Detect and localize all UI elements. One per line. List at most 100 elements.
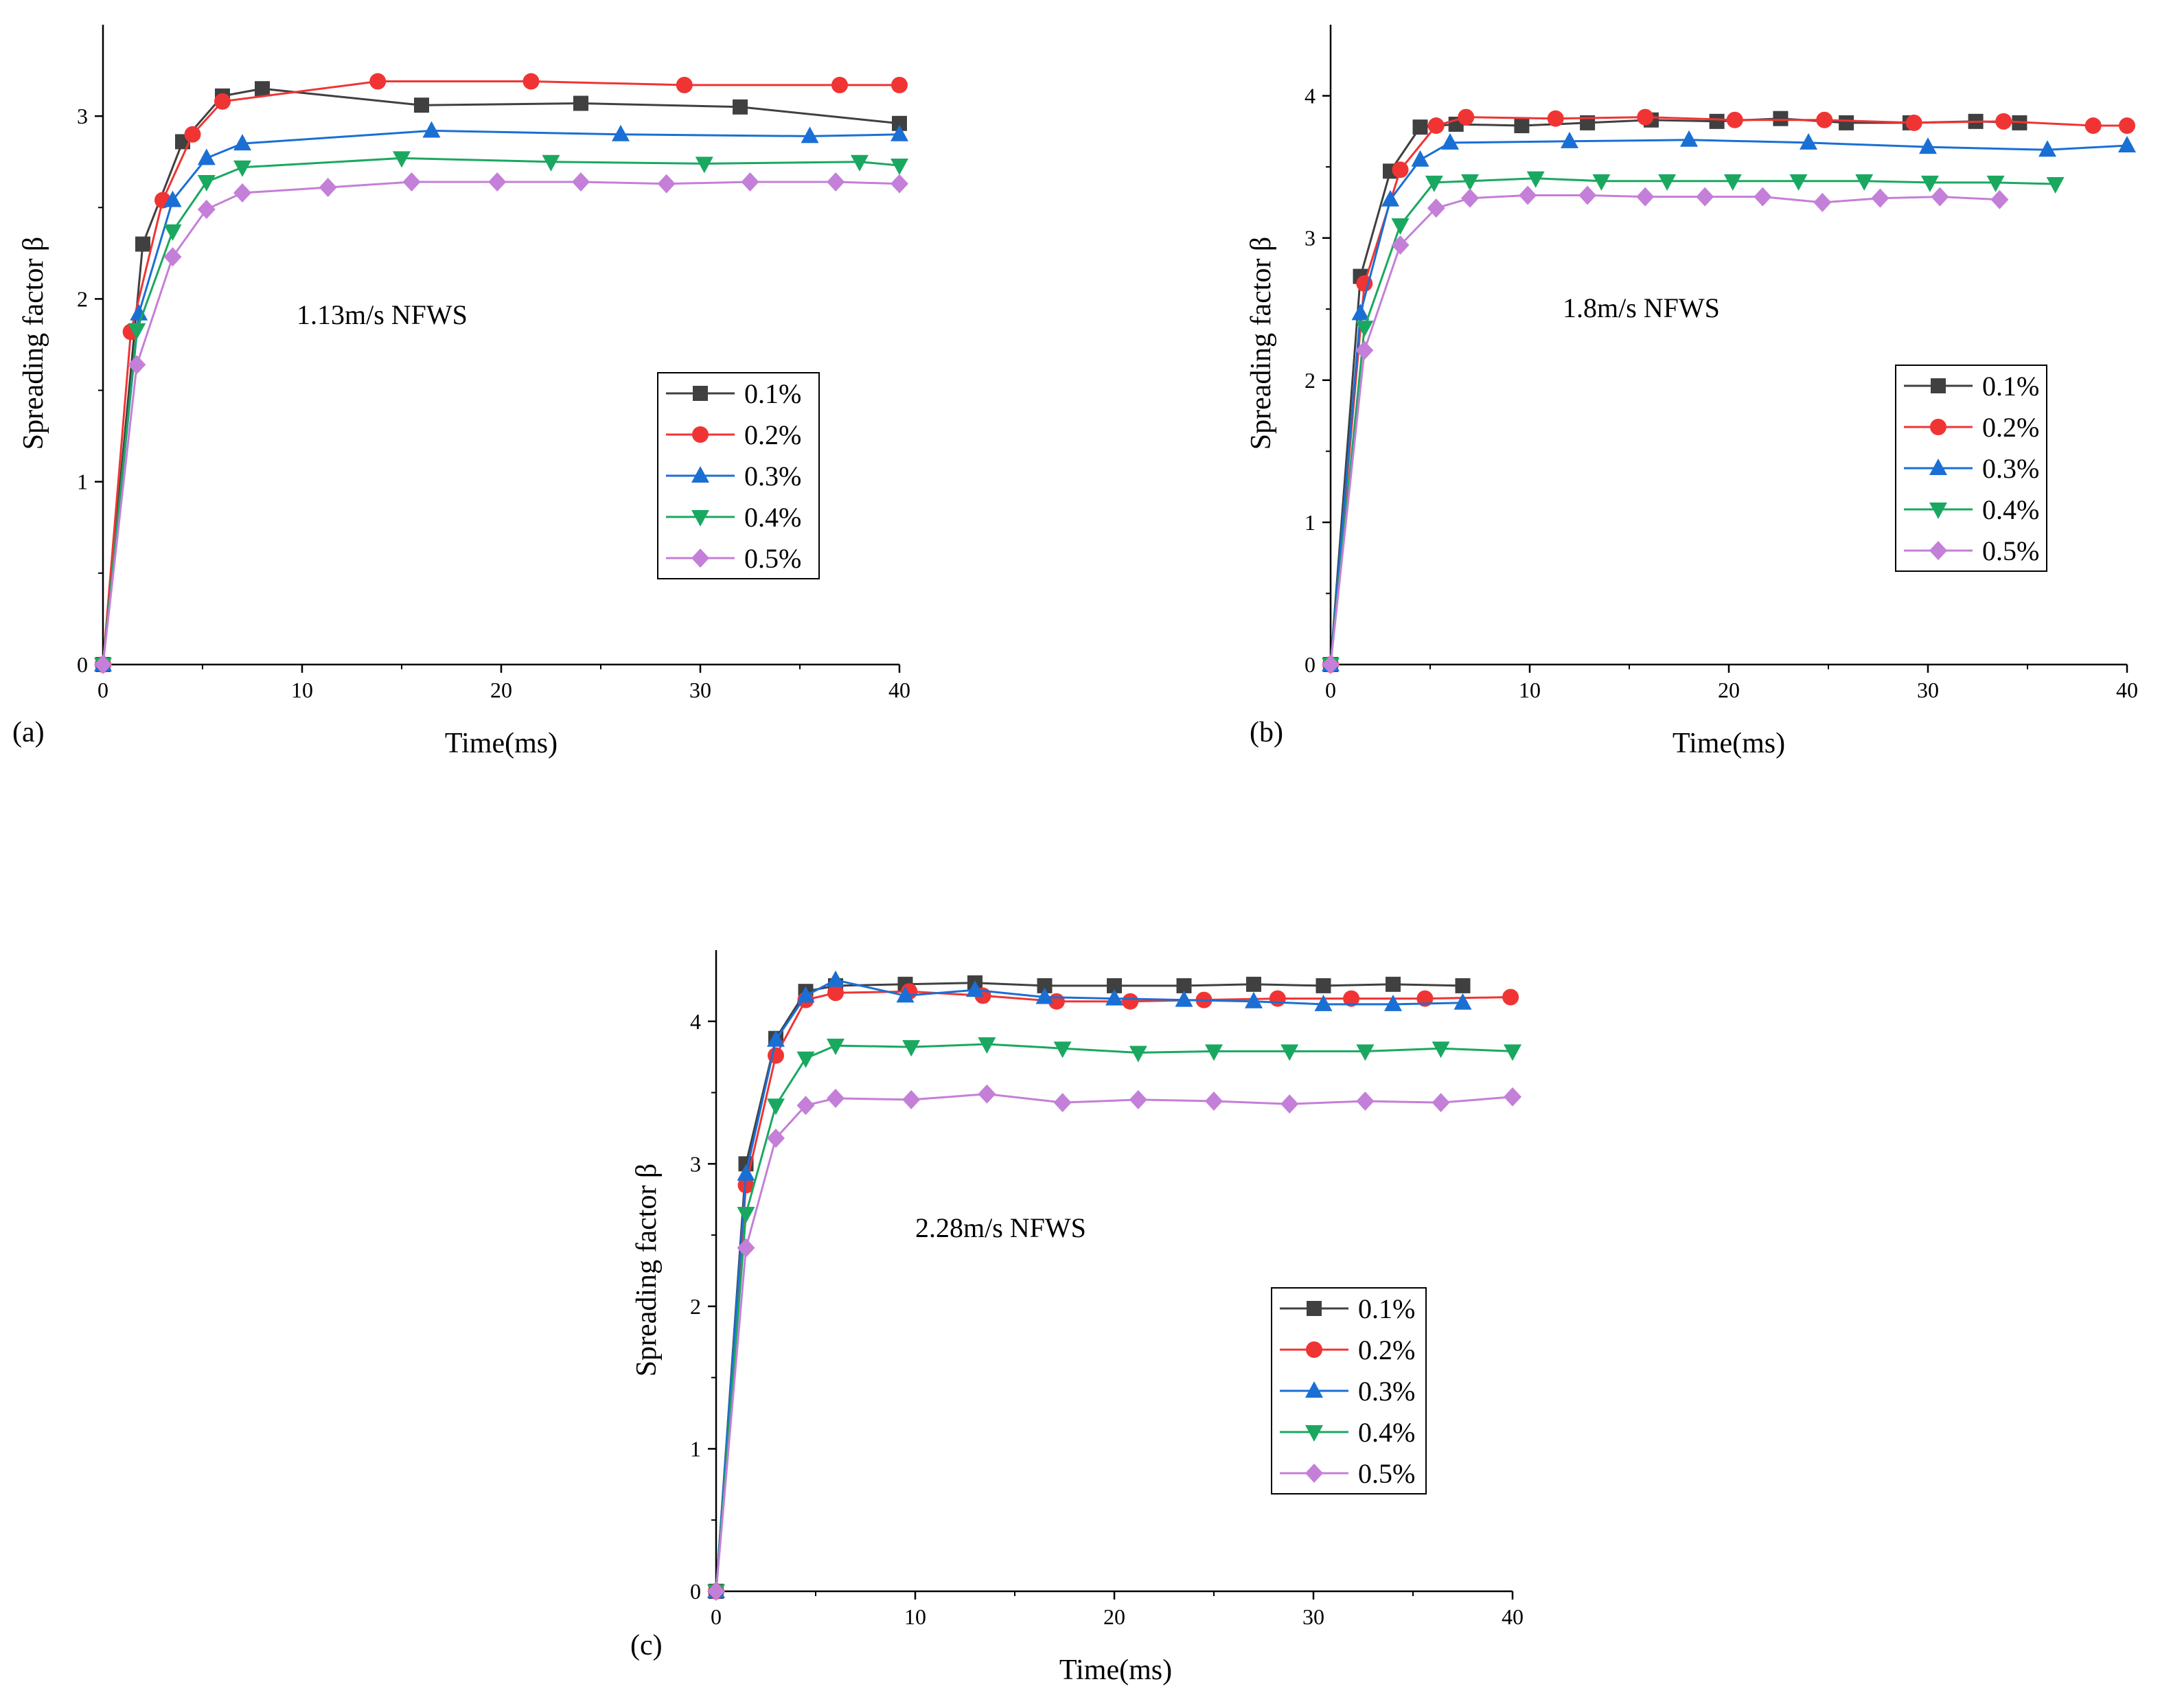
data-point <box>1355 341 1374 360</box>
legend-item: 0.4% <box>666 502 801 533</box>
data-point <box>1461 174 1479 191</box>
x-tick-label: 10 <box>291 678 313 702</box>
x-tick-label: 40 <box>888 678 910 702</box>
data-point <box>197 148 216 165</box>
data-point <box>184 126 201 143</box>
data-point <box>488 172 507 192</box>
legend-marker <box>693 386 708 401</box>
data-point <box>1246 976 1261 992</box>
data-point <box>1813 192 1832 212</box>
data-point <box>892 115 907 131</box>
data-point <box>1412 119 1428 135</box>
data-point <box>1053 1093 1072 1113</box>
data-point <box>1122 993 1139 1010</box>
y-tick-label: 1 <box>1305 510 1315 535</box>
data-point <box>978 1037 996 1054</box>
data-point <box>1636 187 1655 207</box>
data-point <box>1356 1092 1375 1111</box>
x-tick-label: 40 <box>1502 1604 1524 1629</box>
data-point <box>197 175 216 192</box>
panel-label: (b) <box>1250 717 1283 748</box>
legend-frame <box>1271 1287 1427 1494</box>
data-point <box>1245 991 1263 1008</box>
data-point <box>1504 1044 1521 1061</box>
data-point <box>891 124 908 141</box>
legend-label: 0.2% <box>1982 412 2039 443</box>
legend-item: 0.5% <box>1280 1458 1415 1489</box>
data-point <box>197 199 216 219</box>
legend-label: 0.5% <box>1358 1458 1415 1489</box>
legend-item: 0.5% <box>666 543 801 574</box>
series-0.2% <box>1322 108 2135 673</box>
data-point <box>827 1039 845 1056</box>
legend-marker <box>691 510 709 527</box>
y-tick-label: 0 <box>1305 652 1315 677</box>
data-point <box>1315 978 1331 993</box>
data-point <box>1455 978 1471 993</box>
legend-label: 0.2% <box>744 419 801 450</box>
legend-marker <box>691 466 709 483</box>
y-axis-title: Spreading factor β <box>1245 237 1277 450</box>
data-point <box>1986 175 2005 192</box>
data-point <box>1990 189 2009 209</box>
chart-panel-3: 0 10 20 30 40 0 1 2 3 4 Time(ms) Spreading factor β… <box>630 950 1524 1686</box>
series-0.1% <box>95 81 907 672</box>
data-point <box>707 1582 725 1601</box>
data-point <box>741 172 759 192</box>
data-point <box>319 177 337 197</box>
data-point <box>1709 113 1725 129</box>
legend-item: 0.2% <box>1280 1335 1415 1365</box>
data-point <box>1035 987 1054 1004</box>
x-tick-label: 30 <box>1917 678 1939 702</box>
data-point <box>902 1089 921 1109</box>
chart-annotation: 1.8m/s NFWS <box>1563 292 1720 323</box>
legend-marker <box>1929 541 1947 560</box>
series-0.5% <box>94 172 908 674</box>
y-tick-label: 3 <box>77 104 88 128</box>
legend-item: 0.2% <box>666 419 801 450</box>
data-point <box>891 174 908 194</box>
x-tick-label: 20 <box>490 678 512 702</box>
data-point <box>612 124 630 141</box>
data-point <box>214 93 231 110</box>
data-point <box>393 151 411 168</box>
y-axis-title: Spreading factor β <box>18 237 49 450</box>
legend-item: 0.5% <box>1904 535 2039 566</box>
data-point <box>1280 1094 1299 1114</box>
legend-item: 0.1% <box>666 378 801 409</box>
data-point <box>1381 189 1399 207</box>
data-point <box>1269 990 1286 1007</box>
legend-marker <box>1930 419 1946 435</box>
data-point <box>1454 993 1472 1010</box>
data-point <box>2046 176 2065 194</box>
x-tick-label: 10 <box>904 1604 926 1629</box>
legend-marker <box>1931 378 1946 393</box>
chart-annotation: 2.28m/s NFWS <box>915 1212 1086 1243</box>
legend-marker <box>1306 1341 1322 1358</box>
legend-marker <box>1307 1301 1322 1316</box>
data-point <box>1871 188 1889 208</box>
data-point <box>1427 198 1445 218</box>
data-point <box>796 1096 815 1116</box>
data-point <box>676 76 693 93</box>
data-point <box>737 1206 755 1223</box>
data-point <box>1107 978 1122 993</box>
data-point <box>1441 132 1459 150</box>
data-point <box>1816 111 1833 128</box>
data-point <box>891 159 908 176</box>
data-point <box>966 980 984 997</box>
data-point <box>1637 108 1654 126</box>
legend-label: 0.2% <box>1358 1335 1415 1365</box>
data-point <box>1800 132 1817 150</box>
legend-label: 0.3% <box>1358 1376 1415 1407</box>
legend-label: 0.4% <box>744 502 801 533</box>
data-point <box>522 73 540 90</box>
data-point <box>1905 114 1922 131</box>
legend-label: 0.3% <box>1982 453 2039 484</box>
series-line <box>715 982 1463 1592</box>
data-point <box>1129 1089 1147 1109</box>
legend-label: 0.1% <box>1982 371 2039 402</box>
data-point <box>414 97 429 113</box>
data-point <box>1680 130 1698 147</box>
data-point <box>135 236 150 252</box>
